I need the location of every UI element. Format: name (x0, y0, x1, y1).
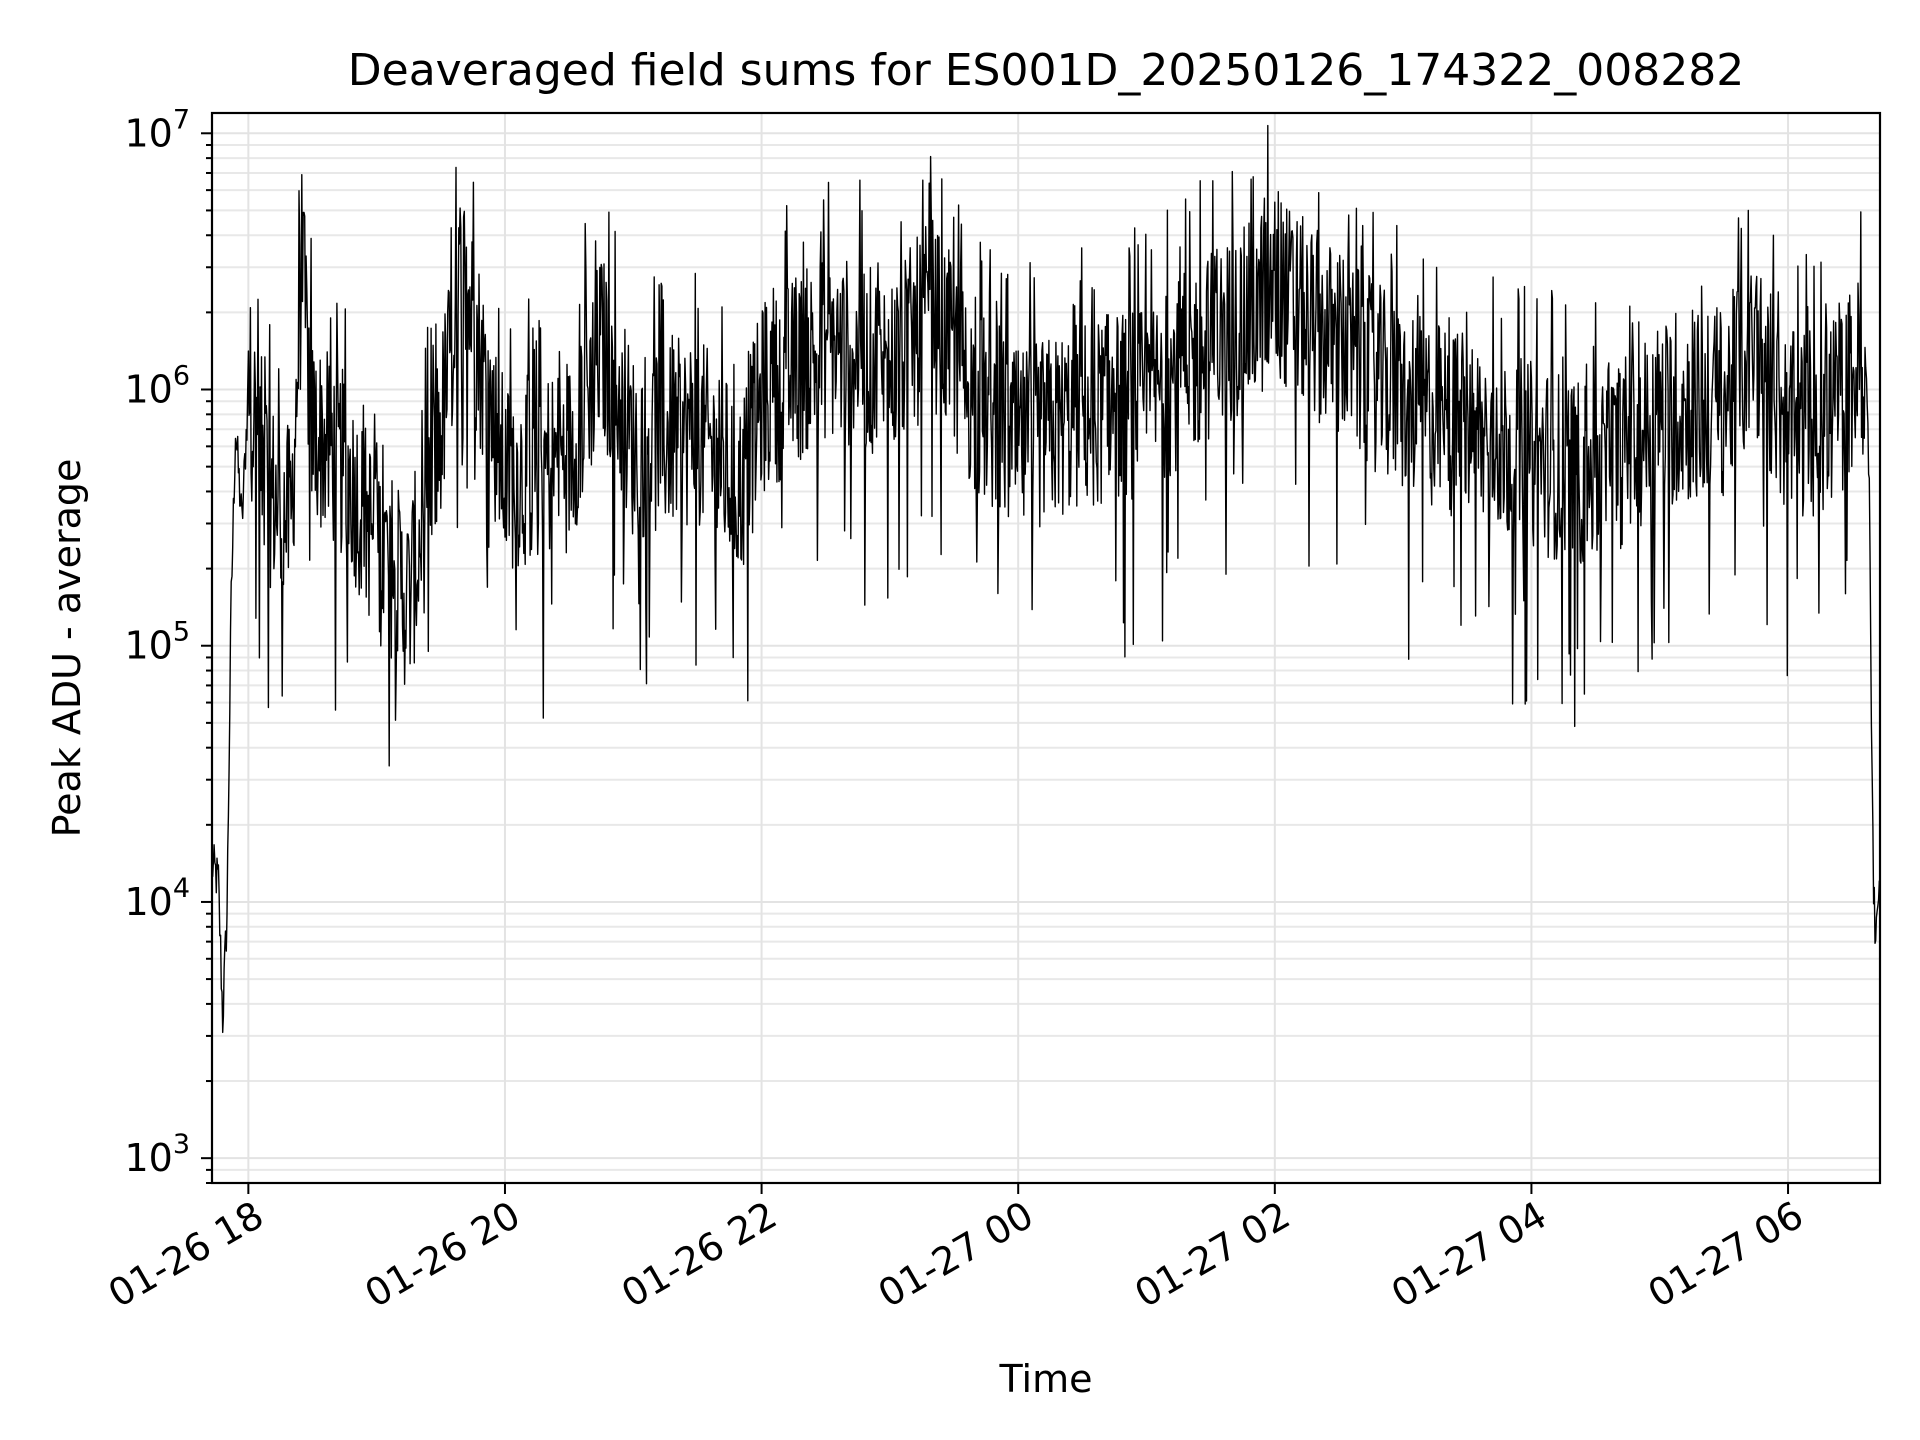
y-tick-label-exponent: 6 (173, 361, 190, 392)
x-axis-label: Time (999, 1357, 1093, 1401)
y-tick-label: 104 (124, 873, 190, 924)
y-tick-label-exponent: 3 (173, 1129, 190, 1160)
y-tick-label-base: 10 (124, 1136, 172, 1180)
y-tick-label: 106 (124, 361, 190, 412)
y-tick-label-base: 10 (124, 368, 172, 412)
plot-frame (210, 111, 1882, 1185)
series-path (211, 124, 1881, 1034)
y-axis-label: Peak ADU - average (45, 459, 89, 838)
y-tick-label-exponent: 5 (173, 617, 190, 648)
y-tick-label: 107 (124, 104, 190, 155)
series-line (211, 124, 1881, 1034)
y-tick-label-exponent: 4 (173, 873, 190, 904)
y-tick-label: 105 (124, 617, 190, 668)
y-tick-label-base: 10 (124, 111, 172, 155)
y-tick-label-base: 10 (124, 880, 172, 924)
y-tick-label: 103 (124, 1129, 190, 1180)
y-tick-label-exponent: 7 (173, 104, 190, 135)
chart-title: Deaveraged field sums for ES001D_2025012… (348, 45, 1744, 96)
y-tick-label-base: 10 (124, 624, 172, 668)
